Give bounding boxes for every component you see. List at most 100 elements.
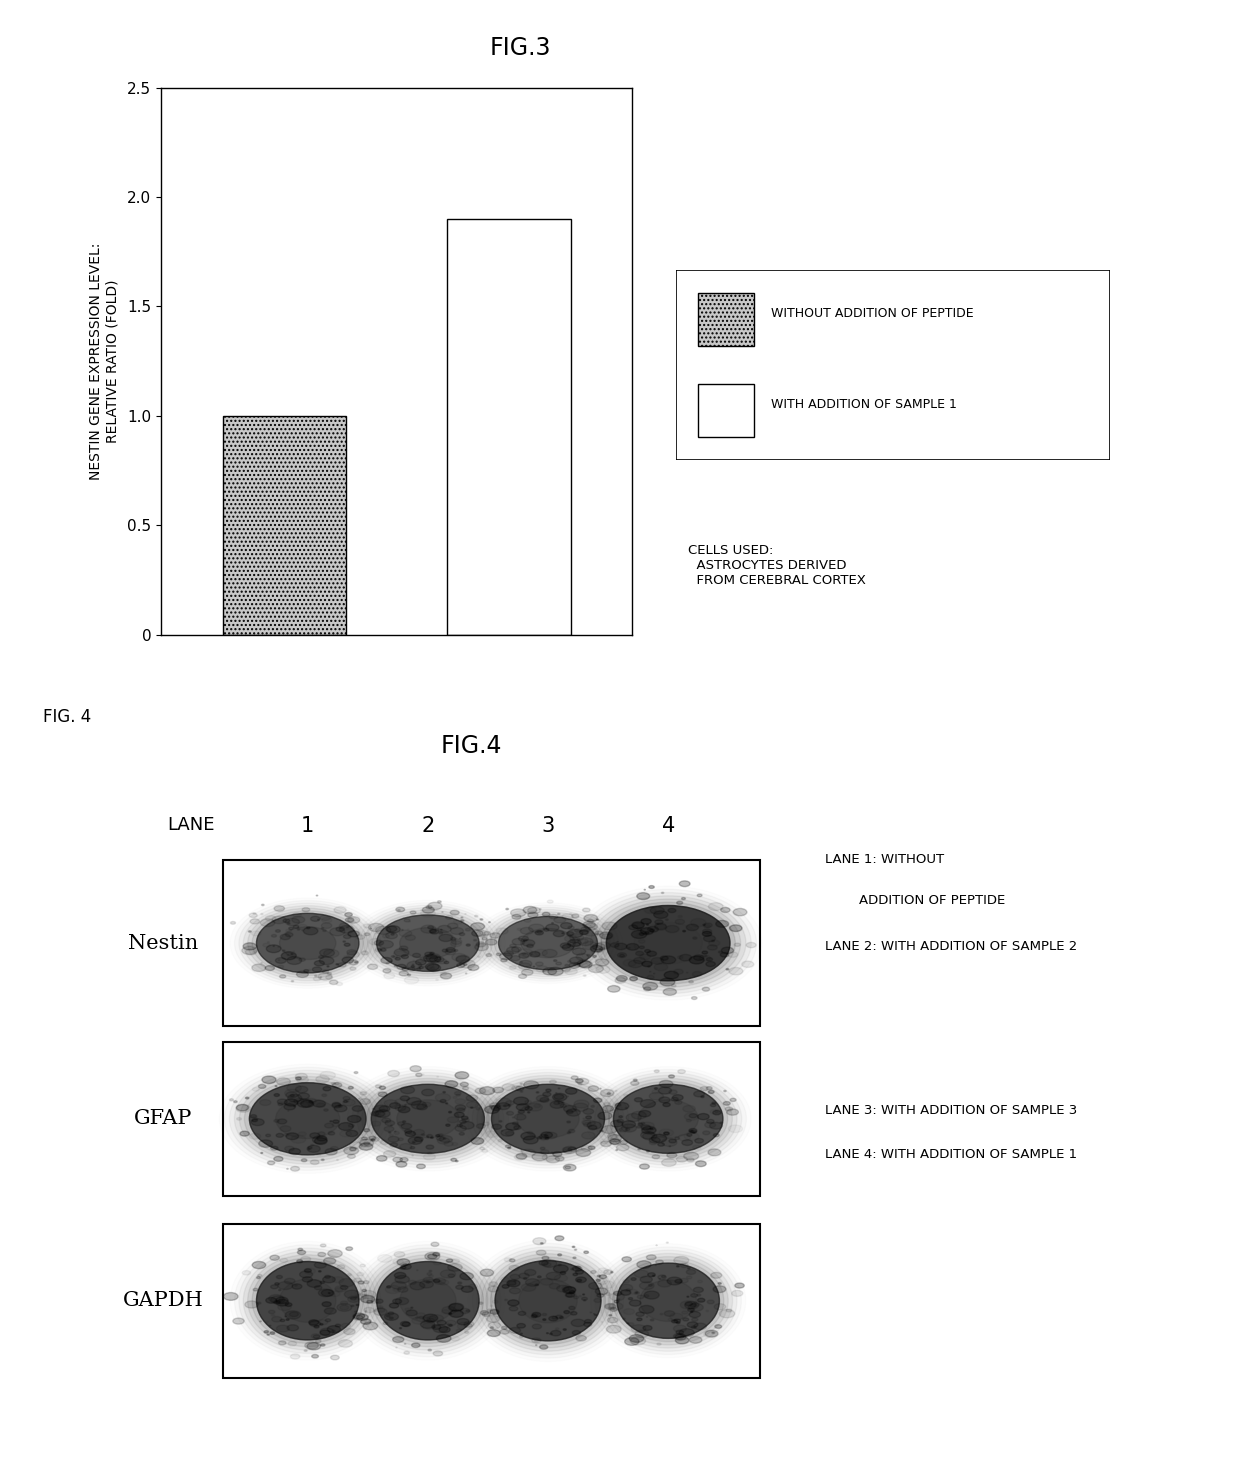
Ellipse shape (569, 963, 580, 969)
Ellipse shape (250, 1115, 257, 1118)
Ellipse shape (285, 1303, 291, 1306)
Ellipse shape (310, 1132, 320, 1138)
Ellipse shape (319, 973, 332, 980)
Ellipse shape (237, 1118, 242, 1121)
Ellipse shape (644, 1294, 649, 1297)
Ellipse shape (347, 951, 360, 957)
Ellipse shape (553, 1265, 568, 1272)
Ellipse shape (428, 926, 434, 929)
Ellipse shape (534, 1339, 538, 1342)
Ellipse shape (626, 944, 639, 950)
Ellipse shape (347, 1296, 360, 1303)
Ellipse shape (703, 929, 712, 934)
Ellipse shape (500, 953, 512, 960)
Ellipse shape (275, 1099, 340, 1138)
Ellipse shape (277, 1275, 283, 1278)
Ellipse shape (562, 1285, 572, 1291)
Ellipse shape (371, 1084, 485, 1153)
Ellipse shape (412, 1344, 420, 1348)
Text: FIG.3: FIG.3 (490, 36, 552, 60)
Ellipse shape (640, 1100, 656, 1107)
Ellipse shape (274, 1119, 279, 1122)
Ellipse shape (688, 1309, 694, 1312)
Ellipse shape (352, 1106, 363, 1112)
Ellipse shape (553, 1093, 567, 1102)
Ellipse shape (315, 1138, 327, 1144)
Ellipse shape (439, 1280, 449, 1285)
Ellipse shape (410, 910, 415, 913)
Ellipse shape (460, 1122, 474, 1129)
Ellipse shape (644, 986, 651, 991)
Ellipse shape (345, 913, 352, 916)
Ellipse shape (651, 1134, 667, 1142)
Ellipse shape (651, 1128, 655, 1129)
Ellipse shape (471, 1138, 484, 1144)
Ellipse shape (459, 932, 465, 935)
Ellipse shape (463, 1087, 469, 1090)
Ellipse shape (657, 1342, 661, 1345)
Text: 4: 4 (662, 816, 675, 836)
Ellipse shape (585, 1319, 591, 1323)
Ellipse shape (682, 897, 686, 900)
Ellipse shape (584, 1122, 591, 1126)
Ellipse shape (387, 1315, 391, 1317)
Ellipse shape (427, 1145, 434, 1150)
Ellipse shape (413, 1129, 424, 1135)
Ellipse shape (274, 1300, 280, 1304)
Ellipse shape (518, 975, 527, 979)
Ellipse shape (275, 929, 280, 932)
Ellipse shape (490, 1326, 494, 1329)
Ellipse shape (440, 972, 446, 975)
Ellipse shape (308, 1342, 321, 1350)
Text: 3: 3 (542, 816, 554, 836)
Ellipse shape (583, 928, 599, 937)
Ellipse shape (599, 1275, 606, 1278)
Ellipse shape (290, 1094, 294, 1097)
Ellipse shape (486, 1253, 610, 1348)
Ellipse shape (707, 1119, 714, 1123)
Ellipse shape (252, 1119, 264, 1125)
Ellipse shape (584, 1250, 589, 1253)
Ellipse shape (682, 1312, 688, 1315)
Ellipse shape (360, 1099, 371, 1104)
Ellipse shape (231, 922, 236, 924)
Ellipse shape (734, 943, 740, 947)
Ellipse shape (270, 1285, 278, 1288)
Ellipse shape (672, 1094, 683, 1100)
Ellipse shape (284, 1278, 295, 1284)
Ellipse shape (575, 1078, 583, 1083)
Ellipse shape (433, 1325, 448, 1332)
Ellipse shape (428, 1255, 436, 1259)
Ellipse shape (436, 1320, 446, 1325)
Ellipse shape (619, 1128, 627, 1132)
Ellipse shape (641, 1122, 645, 1125)
Ellipse shape (456, 963, 465, 967)
Ellipse shape (569, 938, 578, 943)
Ellipse shape (368, 1255, 487, 1347)
Ellipse shape (707, 957, 713, 961)
Ellipse shape (683, 1153, 698, 1160)
Ellipse shape (577, 1280, 582, 1281)
Ellipse shape (703, 935, 715, 941)
Ellipse shape (377, 1156, 387, 1161)
Ellipse shape (525, 1106, 532, 1110)
Ellipse shape (558, 1253, 562, 1256)
Ellipse shape (687, 1134, 692, 1137)
Ellipse shape (407, 961, 422, 969)
Ellipse shape (337, 1303, 352, 1312)
Ellipse shape (284, 1099, 298, 1106)
Ellipse shape (625, 1338, 639, 1345)
Ellipse shape (285, 1147, 294, 1151)
Ellipse shape (325, 1123, 334, 1128)
Ellipse shape (456, 1285, 464, 1290)
Ellipse shape (541, 1147, 544, 1150)
Ellipse shape (386, 1121, 394, 1126)
Ellipse shape (389, 1142, 398, 1147)
Ellipse shape (588, 1085, 599, 1091)
Ellipse shape (563, 1147, 577, 1154)
Ellipse shape (303, 1277, 312, 1282)
Ellipse shape (486, 954, 491, 957)
Ellipse shape (521, 1284, 536, 1291)
Ellipse shape (372, 1138, 379, 1141)
Ellipse shape (568, 929, 583, 938)
